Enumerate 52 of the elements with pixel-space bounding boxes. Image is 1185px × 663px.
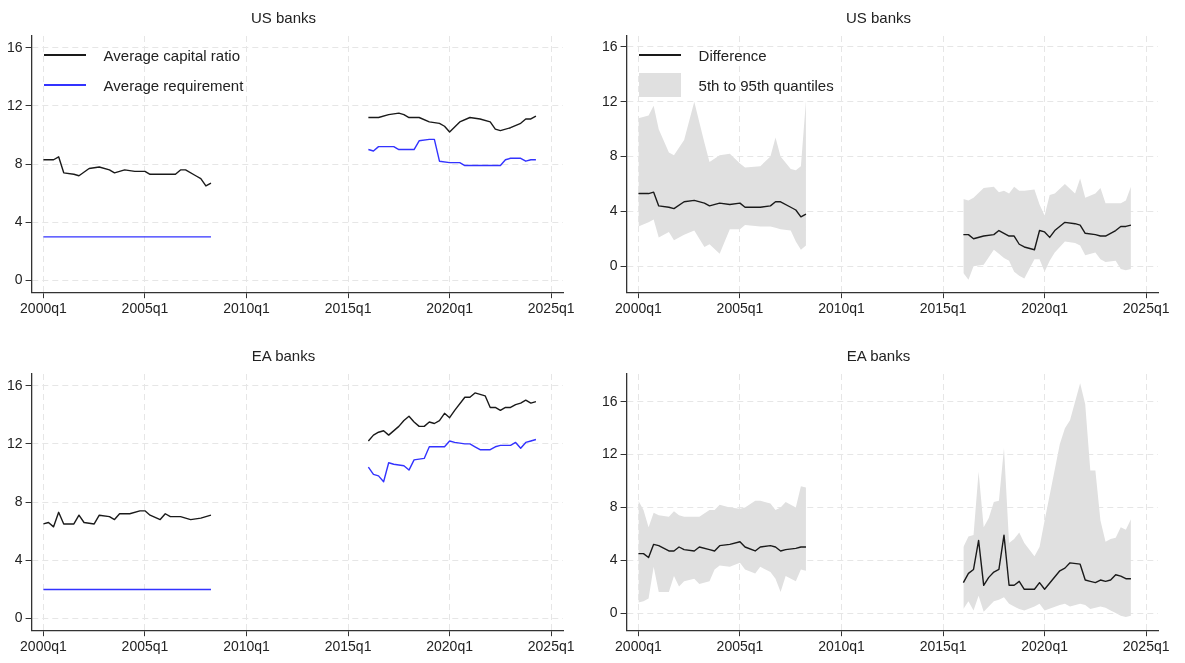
y-tick-label: 8 — [609, 147, 618, 164]
y-tick-label: 4 — [609, 550, 618, 567]
chart-title: EA banks — [251, 346, 316, 364]
y-tick-label: 4 — [14, 213, 23, 230]
chart-title: US banks — [250, 9, 317, 27]
x-tick-label: 2000q1 — [20, 300, 67, 317]
x-tick-label: 2020q1 — [426, 300, 474, 317]
x-tick-label: 2015q1 — [324, 637, 372, 654]
x-tick-label: 2010q1 — [223, 300, 271, 317]
x-tick-label: 2000q1 — [615, 637, 662, 654]
x-tick-label: 2005q1 — [716, 637, 764, 654]
x-tick-label: 2000q1 — [20, 637, 67, 654]
annotation: 5th to 95th quantiles — [698, 76, 834, 94]
y-tick-label: 16 — [6, 38, 23, 55]
x-tick-label: 2015q1 — [324, 300, 372, 317]
y-tick-label: 12 — [601, 444, 618, 461]
x-tick-label: 2025q1 — [527, 637, 575, 654]
y-tick-label: 16 — [601, 392, 618, 409]
chart-title: EA banks — [846, 346, 911, 364]
y-tick-label: 16 — [601, 37, 618, 54]
y-tick-label: 12 — [6, 96, 23, 113]
x-tick-label: 2015q1 — [919, 300, 967, 317]
x-tick-label: 2000q1 — [615, 300, 662, 317]
legend-label: Average capital ratio — [103, 46, 241, 64]
x-tick-label: 2010q1 — [223, 637, 271, 654]
y-tick-label: 16 — [6, 376, 23, 392]
x-tick-label: 2010q1 — [818, 637, 866, 654]
y-tick-label: 4 — [609, 202, 618, 219]
x-tick-label: 2025q1 — [527, 300, 575, 317]
legend-label: Average requirement — [103, 76, 244, 94]
y-tick-label: 0 — [14, 608, 23, 625]
y-tick-label: 0 — [609, 603, 618, 620]
y-tick-label: 8 — [609, 497, 618, 514]
y-tick-label: 0 — [14, 271, 23, 288]
y-tick-label: 8 — [14, 492, 23, 509]
y-tick-label: 0 — [609, 257, 618, 274]
x-tick-label: 2005q1 — [121, 300, 169, 317]
x-tick-label: 2020q1 — [1021, 637, 1069, 654]
x-tick-label: 2020q1 — [426, 637, 474, 654]
chart-title: US banks — [845, 9, 912, 27]
x-tick-label: 2015q1 — [919, 637, 967, 654]
y-tick-label: 12 — [6, 434, 23, 451]
x-tick-label: 2025q1 — [1122, 637, 1170, 654]
x-tick-label: 2020q1 — [1021, 300, 1069, 317]
x-tick-label: 2005q1 — [121, 637, 169, 654]
x-tick-label: 2005q1 — [716, 300, 764, 317]
y-tick-label: 8 — [14, 154, 23, 171]
legend-label: Difference — [698, 46, 767, 64]
y-tick-label: 12 — [601, 92, 618, 109]
x-tick-label: 2025q1 — [1122, 300, 1170, 317]
x-tick-label: 2010q1 — [818, 300, 866, 317]
y-tick-label: 4 — [14, 550, 23, 567]
